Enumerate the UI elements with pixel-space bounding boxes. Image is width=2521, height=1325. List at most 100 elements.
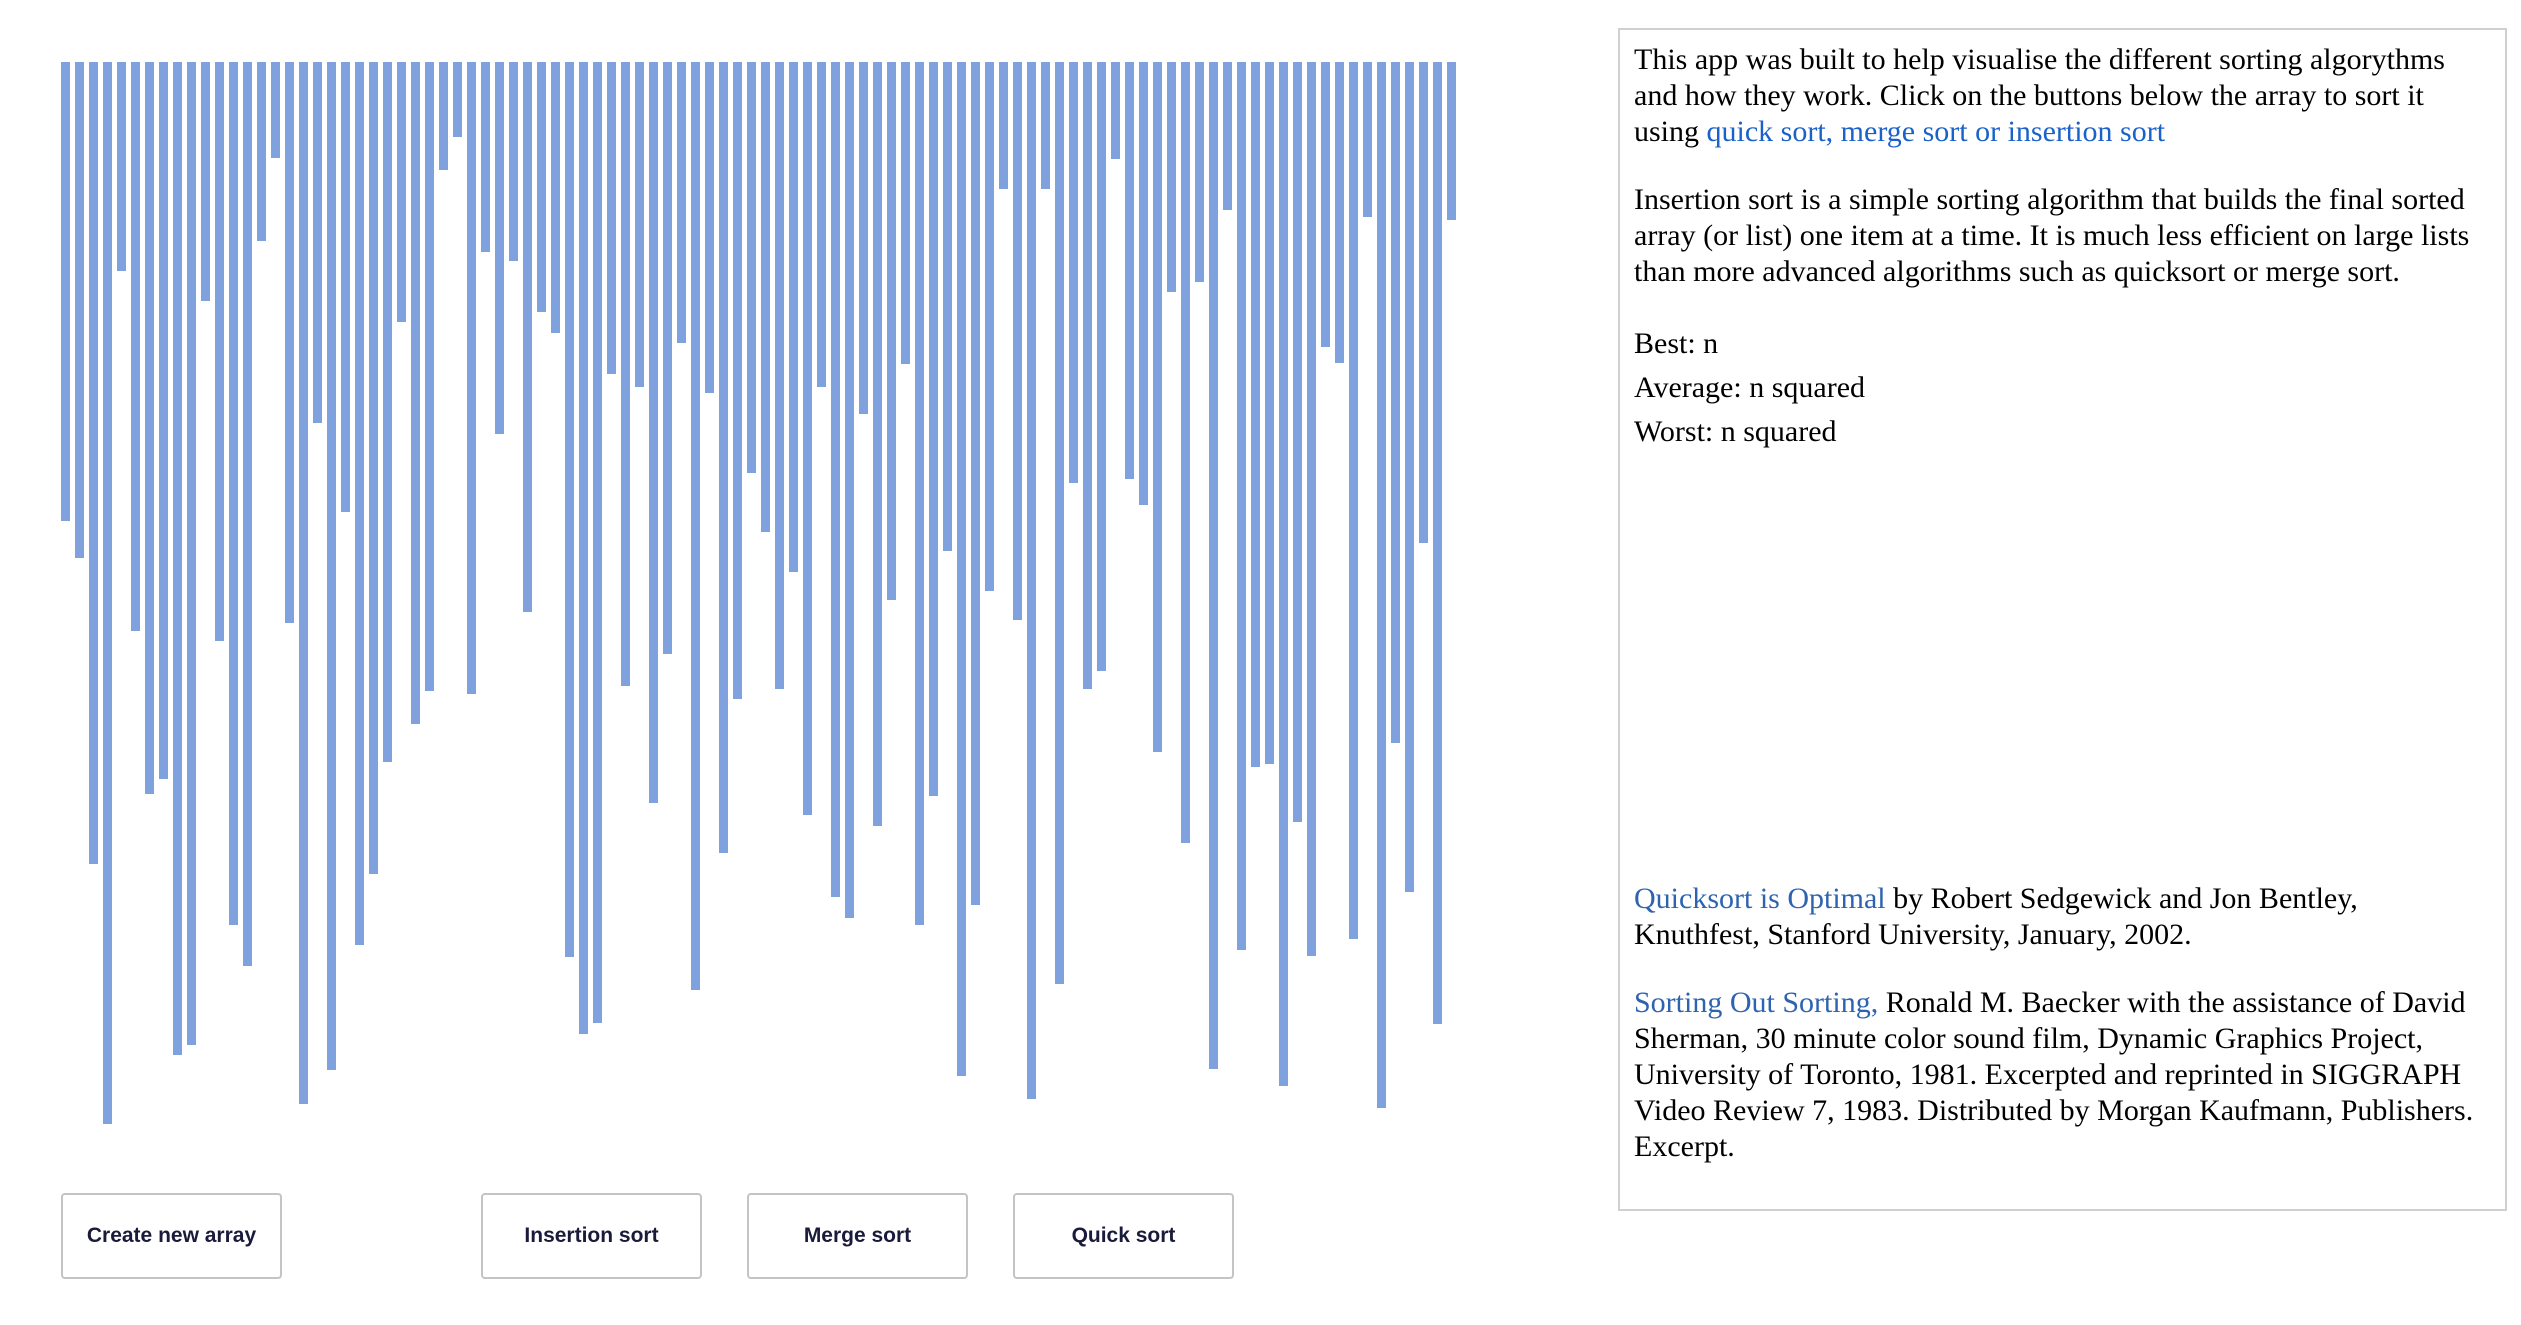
- array-bar: [985, 62, 994, 591]
- array-bar: [761, 62, 770, 532]
- array-bar: [1293, 62, 1302, 822]
- array-bar: [299, 62, 308, 1104]
- array-bar: [1321, 62, 1330, 347]
- array-bar: [1377, 62, 1386, 1108]
- array-bar: [943, 62, 952, 551]
- reference-sorting-out-sorting: Sorting Out Sorting, Ronald M. Baecker w…: [1634, 985, 2491, 1165]
- array-bar: [1069, 62, 1078, 483]
- array-bar: [397, 62, 406, 322]
- array-bar: [579, 62, 588, 1034]
- array-bar: [145, 62, 154, 794]
- array-bar: [873, 62, 882, 826]
- array-bar: [257, 62, 266, 241]
- array-bar: [1391, 62, 1400, 743]
- array-bar: [1125, 62, 1134, 479]
- array-bar: [999, 62, 1008, 189]
- array-bar: [1237, 62, 1246, 950]
- array-bar: [215, 62, 224, 641]
- array-bar: [719, 62, 728, 853]
- array-bar: [187, 62, 196, 1045]
- array-bar: [173, 62, 182, 1055]
- array-bar: [901, 62, 910, 364]
- insertion-sort-button[interactable]: Insertion sort: [481, 1193, 702, 1279]
- array-bar: [789, 62, 798, 572]
- array-bar: [1111, 62, 1120, 159]
- array-bar: [915, 62, 924, 925]
- array-bar: [1013, 62, 1022, 620]
- array-bar: [1251, 62, 1260, 767]
- array-bar: [1405, 62, 1414, 892]
- array-bar: [677, 62, 686, 343]
- array-bar: [1419, 62, 1428, 543]
- intro-paragraph: This app was built to help visualise the…: [1634, 42, 2491, 150]
- array-bar: [747, 62, 756, 473]
- array-bar: [1139, 62, 1148, 505]
- intro-text: This app was built to help visualise the…: [1634, 43, 2445, 148]
- array-bar: [551, 62, 560, 333]
- array-bar: [593, 62, 602, 1023]
- quicksort-optimal-link[interactable]: Quicksort is Optimal: [1634, 882, 1886, 915]
- array-bar: [691, 62, 700, 990]
- array-bar: [1307, 62, 1316, 956]
- array-bar: [775, 62, 784, 689]
- array-bar: [971, 62, 980, 905]
- array-bar: [565, 62, 574, 957]
- sorting-algorithms-link[interactable]: quick sort, merge sort or insertion sort: [1706, 115, 2166, 148]
- array-bar: [957, 62, 966, 1076]
- array-bar: [1097, 62, 1106, 671]
- array-bar: [1209, 62, 1218, 1069]
- array-bar: [705, 62, 714, 393]
- array-bar: [607, 62, 616, 374]
- array-bar: [1153, 62, 1162, 752]
- array-bar: [271, 62, 280, 158]
- reference-2-text: Ronald M. Baecker with the assistance of…: [1634, 986, 2474, 1163]
- array-visualization: [61, 62, 1456, 1152]
- array-bar: [663, 62, 672, 654]
- complexity-list: Best: n Average: n squared Worst: n squa…: [1634, 322, 2491, 454]
- array-bar: [1279, 62, 1288, 1086]
- array-bar: [803, 62, 812, 815]
- array-bar: [1083, 62, 1092, 689]
- array-bar: [355, 62, 364, 945]
- array-bar: [481, 62, 490, 252]
- array-bar: [369, 62, 378, 874]
- array-bar: [621, 62, 630, 686]
- array-bar: [635, 62, 644, 387]
- array-bar: [495, 62, 504, 434]
- quick-sort-button[interactable]: Quick sort: [1013, 1193, 1234, 1279]
- array-bar: [859, 62, 868, 414]
- merge-sort-button[interactable]: Merge sort: [747, 1193, 968, 1279]
- sorting-out-sorting-link[interactable]: Sorting Out Sorting,: [1634, 986, 1879, 1019]
- array-bar: [1055, 62, 1064, 984]
- array-bar: [327, 62, 336, 1070]
- array-bar: [1363, 62, 1372, 217]
- average-case: Average: n squared: [1634, 371, 1866, 404]
- array-bar: [509, 62, 518, 261]
- array-bar: [453, 62, 462, 137]
- array-bar: [159, 62, 168, 779]
- create-new-array-button[interactable]: Create new array: [61, 1193, 282, 1279]
- array-bar: [229, 62, 238, 925]
- array-bar: [523, 62, 532, 612]
- array-bar: [1223, 62, 1232, 210]
- best-case: Best: n: [1634, 327, 1719, 360]
- array-bar: [1447, 62, 1456, 220]
- array-bar: [887, 62, 896, 600]
- array-bar: [313, 62, 322, 423]
- array-bar: [1433, 62, 1442, 1024]
- array-bar: [411, 62, 420, 724]
- reference-1-text: by Robert Sedgewick and Jon Bentley, Knu…: [1634, 882, 2358, 951]
- array-bar: [201, 62, 210, 301]
- array-bar: [1041, 62, 1050, 189]
- array-bar: [75, 62, 84, 558]
- array-bar: [733, 62, 742, 699]
- array-bar: [425, 62, 434, 691]
- array-bar: [1167, 62, 1176, 292]
- reference-quicksort-optimal: Quicksort is Optimal by Robert Sedgewick…: [1634, 881, 2491, 953]
- array-bar: [1181, 62, 1190, 843]
- array-bar: [341, 62, 350, 512]
- array-bar: [1265, 62, 1274, 764]
- references: Quicksort is Optimal by Robert Sedgewick…: [1634, 881, 2491, 1197]
- array-bar: [243, 62, 252, 966]
- info-panel: This app was built to help visualise the…: [1618, 28, 2507, 1211]
